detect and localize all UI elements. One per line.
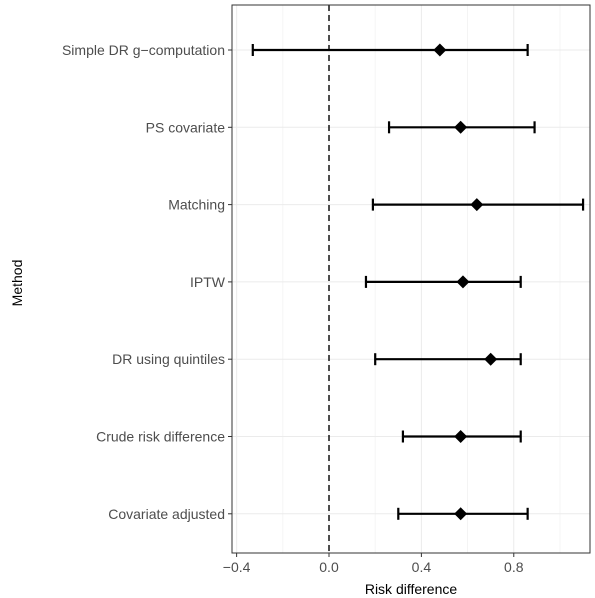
x-tick-label: −0.4 (223, 559, 251, 575)
y-tick-label: PS covariate (146, 119, 226, 135)
y-tick-label: Simple DR g−computation (62, 42, 225, 58)
y-axis-title: Method (9, 260, 25, 307)
estimate-point (454, 507, 468, 521)
estimate-point (456, 275, 470, 289)
x-tick-label: 0.4 (412, 559, 432, 575)
y-axis: Simple DR g−computation PS covariate Match… (62, 42, 232, 522)
x-tick-label: 0.0 (319, 559, 339, 575)
estimates-group (251, 43, 585, 521)
x-tick-label: 0.8 (504, 559, 524, 575)
x-axis-title: Risk difference (365, 581, 458, 597)
estimate-point (484, 352, 498, 366)
estimate-point (454, 430, 468, 443)
estimate-point (433, 43, 447, 57)
y-tick-label: DR using quintiles (112, 351, 225, 367)
y-tick-label: IPTW (190, 274, 226, 290)
y-tick-label: Crude risk difference (96, 429, 225, 445)
panel-background (232, 5, 590, 553)
x-axis: −0.4 0.0 0.4 0.8 (223, 553, 524, 575)
y-tick-label: Covariate adjusted (108, 506, 225, 522)
estimate-point (454, 120, 468, 134)
panel-border (231, 4, 591, 554)
estimate-point (470, 198, 484, 212)
y-tick-label: Matching (168, 197, 225, 213)
